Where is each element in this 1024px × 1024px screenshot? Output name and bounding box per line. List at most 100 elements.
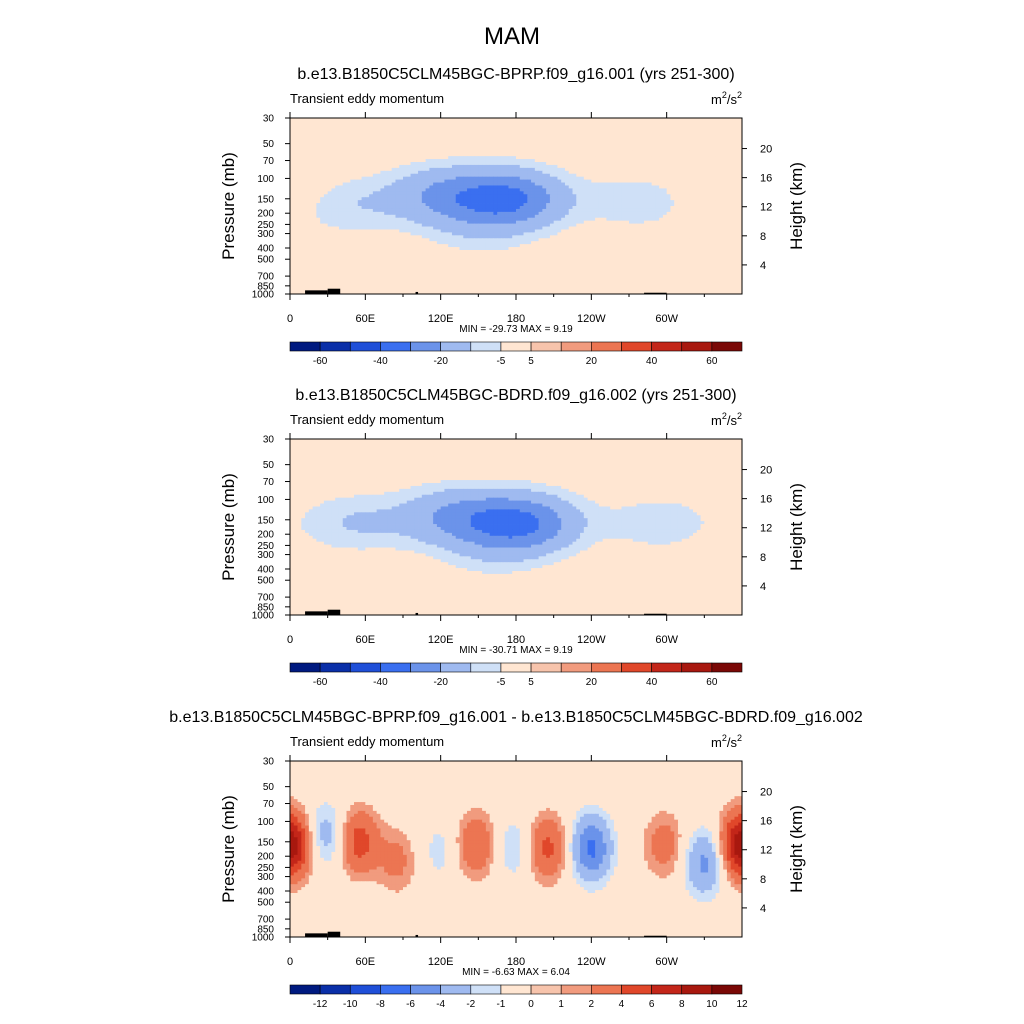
field-cell: [392, 177, 396, 180]
field-cell: [395, 206, 399, 209]
field-cell: [508, 162, 512, 165]
field-cell: [316, 130, 320, 133]
field-cell: [539, 150, 543, 153]
field-cell: [482, 229, 486, 232]
field-cell: [426, 185, 430, 188]
field-cell: [531, 159, 535, 162]
field-cell: [531, 124, 535, 127]
field-cell: [358, 212, 362, 215]
field-cell: [663, 136, 667, 139]
field-cell: [663, 147, 667, 150]
field-cell: [716, 232, 720, 235]
field-cell: [388, 221, 392, 224]
field-cell: [335, 191, 339, 194]
field-cell: [411, 188, 415, 191]
field-cell: [719, 177, 723, 180]
field-cell: [588, 183, 592, 186]
field-cell: [411, 229, 415, 232]
field-cell: [384, 221, 388, 224]
field-cell: [542, 215, 546, 218]
field-cell: [294, 153, 298, 156]
field-cell: [380, 229, 384, 232]
field-cell: [384, 162, 388, 165]
field-cell: [505, 188, 509, 191]
field-cell: [497, 147, 501, 150]
field-cell: [444, 171, 448, 174]
field-cell: [674, 200, 678, 203]
field-cell: [460, 127, 464, 130]
field-cell: [557, 174, 561, 177]
field-cell: [377, 232, 381, 235]
field-cell: [573, 221, 577, 224]
field-cell: [452, 180, 456, 183]
field-cell: [380, 168, 384, 171]
field-cell: [693, 133, 697, 136]
field-cell: [546, 177, 550, 180]
field-cell: [542, 221, 546, 224]
field-cell: [444, 227, 448, 230]
field-cell: [512, 141, 516, 144]
field-cell: [324, 171, 328, 174]
field-cell: [388, 232, 392, 235]
field-cell: [516, 203, 520, 206]
field-cell: [460, 174, 464, 177]
field-cell: [576, 136, 580, 139]
field-cell: [576, 171, 580, 174]
field-cell: [369, 159, 373, 162]
field-cell: [667, 139, 671, 142]
field-cell: [625, 191, 629, 194]
field-cell: [320, 165, 324, 168]
field-cell: [508, 191, 512, 194]
field-cell: [704, 203, 708, 206]
field-cell: [463, 191, 467, 194]
field-cell: [704, 180, 708, 183]
field-cell: [618, 229, 622, 232]
field-cell: [693, 215, 697, 218]
field-cell: [546, 200, 550, 203]
field-cell: [603, 177, 607, 180]
field-cell: [373, 200, 377, 203]
field-cell: [433, 133, 437, 136]
field-cell: [524, 177, 528, 180]
field-cell: [324, 215, 328, 218]
field-cell: [362, 218, 366, 221]
field-cell: [629, 227, 633, 230]
field-cell: [652, 212, 656, 215]
field-cell: [682, 215, 686, 218]
field-cell: [384, 209, 388, 212]
field-cell: [309, 180, 313, 183]
field-cell: [298, 144, 302, 147]
field-cell: [621, 218, 625, 221]
field-cell: [731, 194, 735, 197]
field-cell: [305, 209, 309, 212]
field-cell: [305, 177, 309, 180]
field-cell: [347, 209, 351, 212]
field-cell: [584, 147, 588, 150]
field-cell: [505, 177, 509, 180]
field-cell: [478, 229, 482, 232]
field-cell: [414, 183, 418, 186]
field-cell: [294, 136, 298, 139]
field-cell: [290, 174, 294, 177]
field-cell: [441, 133, 445, 136]
field-cell: [569, 124, 573, 127]
field-cell: [580, 136, 584, 139]
field-cell: [460, 121, 464, 124]
field-cell: [655, 194, 659, 197]
field-cell: [678, 159, 682, 162]
field-cell: [493, 177, 497, 180]
field-cell: [701, 229, 705, 232]
field-cell: [448, 227, 452, 230]
field-cell: [316, 185, 320, 188]
field-cell: [362, 185, 366, 188]
field-cell: [516, 183, 520, 186]
field-cell: [309, 235, 313, 238]
field-cell: [508, 183, 512, 186]
field-cell: [475, 203, 479, 206]
field-cell: [686, 130, 690, 133]
field-cell: [527, 188, 531, 191]
field-cell: [433, 153, 437, 156]
field-cell: [313, 139, 317, 142]
field-cell: [433, 206, 437, 209]
field-cell: [712, 127, 716, 130]
